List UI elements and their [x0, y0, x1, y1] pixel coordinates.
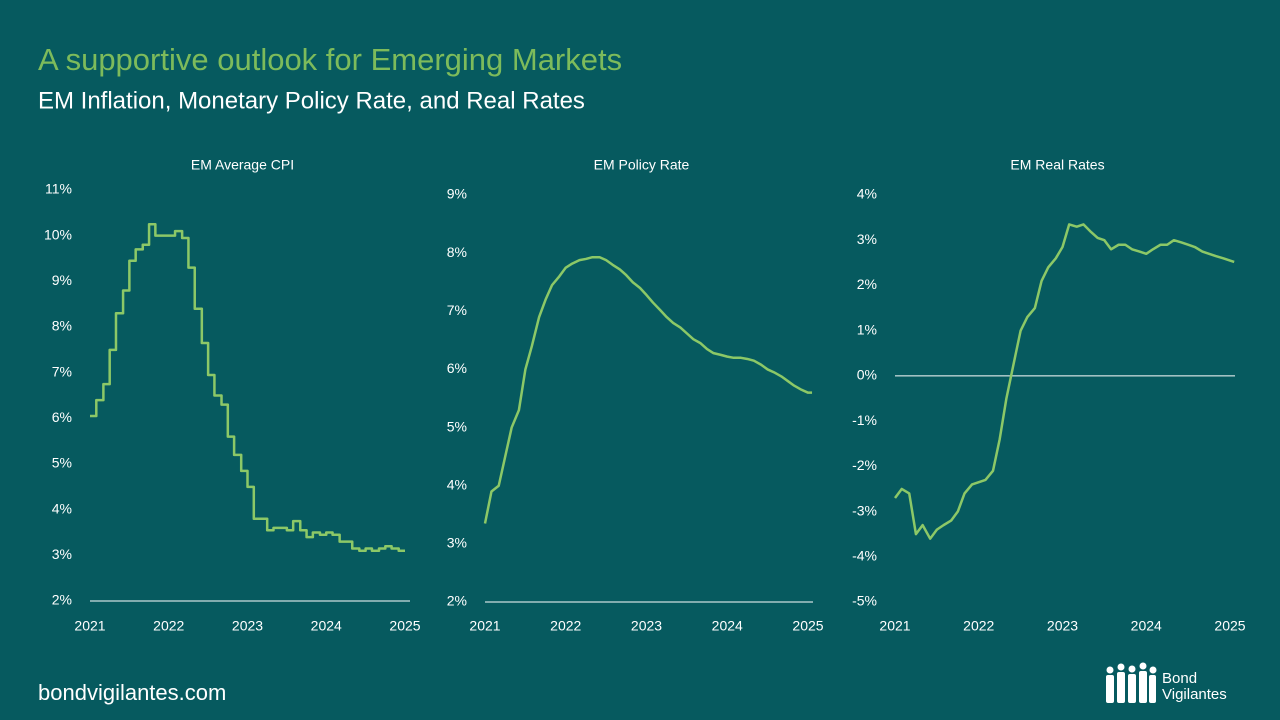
y-tick-label: 9% — [52, 272, 72, 288]
website: bondvigilantes.com — [38, 680, 226, 705]
y-tick-label: -5% — [852, 593, 877, 609]
x-tick-label: 2024 — [311, 618, 342, 634]
x-tick-label: 2021 — [74, 618, 105, 634]
slide-subtitle: EM Inflation, Monetary Policy Rate, and … — [38, 87, 585, 114]
x-tick-label: 2025 — [389, 618, 420, 634]
x-tick-label: 2024 — [712, 618, 743, 634]
x-tick-label: 2023 — [631, 618, 662, 634]
x-tick-label: 2025 — [1214, 618, 1245, 634]
x-tick-label: 2021 — [469, 618, 500, 634]
chart-title: EM Real Rates — [1010, 157, 1104, 173]
y-tick-label: 6% — [52, 409, 72, 425]
chart-title: EM Average CPI — [191, 157, 294, 173]
x-tick-label: 2023 — [1047, 618, 1078, 634]
y-tick-label: 11% — [45, 181, 72, 197]
y-tick-label: 7% — [52, 363, 72, 379]
y-tick-label: 10% — [44, 226, 72, 242]
y-tick-label: -2% — [852, 457, 877, 473]
y-tick-label: -1% — [852, 412, 877, 428]
y-tick-label: -4% — [852, 547, 877, 563]
y-tick-label: 4% — [52, 500, 72, 516]
x-tick-label: 2025 — [792, 618, 823, 634]
x-tick-label: 2022 — [550, 618, 581, 634]
y-tick-label: 5% — [447, 418, 467, 434]
y-tick-label: 4% — [447, 476, 467, 492]
y-tick-label: 3% — [447, 535, 467, 551]
x-tick-label: 2022 — [963, 618, 994, 634]
y-tick-label: 3% — [52, 546, 72, 562]
y-tick-label: 0% — [857, 367, 877, 383]
slide-title: A supportive outlook for Emerging Market… — [38, 42, 622, 77]
y-tick-label: 7% — [447, 302, 467, 318]
y-tick-label: 8% — [447, 244, 467, 260]
y-tick-label: 2% — [52, 592, 72, 608]
data-line — [90, 223, 405, 553]
y-tick-label: 5% — [52, 455, 72, 471]
y-tick-label: 3% — [857, 231, 877, 247]
y-tick-label: 8% — [52, 318, 72, 334]
data-line — [893, 223, 1235, 540]
logo-text: Vigilantes — [1162, 686, 1227, 703]
data-line — [483, 255, 813, 524]
x-tick-label: 2021 — [879, 618, 910, 634]
y-tick-label: 9% — [447, 186, 467, 202]
logo-figures — [1106, 662, 1157, 703]
y-tick-label: 2% — [447, 593, 467, 609]
chart-title: EM Policy Rate — [594, 157, 690, 173]
x-tick-label: 2024 — [1131, 618, 1162, 634]
y-tick-label: 6% — [447, 360, 467, 376]
y-tick-label: 1% — [857, 321, 877, 337]
y-tick-label: 2% — [857, 276, 877, 292]
y-tick-label: -3% — [852, 502, 877, 518]
logo-text: Bond — [1162, 670, 1197, 687]
x-tick-label: 2023 — [232, 618, 263, 634]
y-tick-label: 4% — [857, 186, 877, 202]
x-tick-label: 2022 — [153, 618, 184, 634]
